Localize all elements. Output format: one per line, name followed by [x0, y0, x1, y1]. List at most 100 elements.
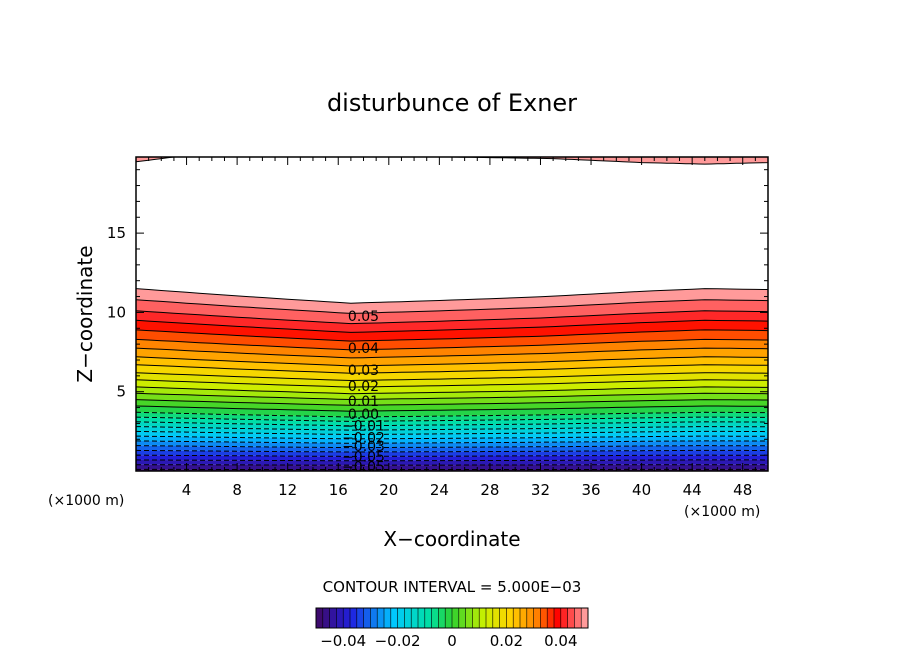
- contour-line: [136, 411, 768, 418]
- colorbar-frame: [315, 607, 589, 629]
- contour-line: [136, 399, 768, 406]
- contour-band: [136, 455, 768, 461]
- contour-line: [136, 386, 768, 395]
- x-tick-label: 28: [480, 481, 499, 499]
- contour-line: [136, 440, 768, 444]
- colorbar-cell: [540, 608, 548, 628]
- contour-label: −0.02: [342, 430, 385, 446]
- colorbar-cell: [356, 608, 365, 628]
- contour-band: [136, 459, 768, 466]
- contour-line: [136, 299, 768, 314]
- colorbar-cell: [363, 608, 371, 628]
- y-tick-label: 5: [116, 383, 126, 401]
- contour-line: [136, 356, 768, 367]
- x-tick-label: 40: [632, 481, 651, 499]
- y-tick-label: 10: [107, 303, 126, 321]
- colorbar-cell: [397, 608, 405, 628]
- contour-band: [136, 399, 768, 412]
- colorbar-cell: [472, 608, 480, 628]
- colorbar-cell: [479, 608, 487, 628]
- colorbar-cell: [526, 608, 535, 628]
- contour-band: [136, 339, 768, 358]
- contour-line: [136, 379, 768, 388]
- contour-label: −0.03: [342, 439, 385, 455]
- x-tick-label: 8: [232, 481, 242, 499]
- colorbar-cell: [424, 608, 433, 628]
- contour-label: −0.05: [342, 449, 385, 465]
- contour-line: [136, 449, 768, 453]
- contour-band: [136, 421, 768, 431]
- contour-band: [136, 412, 768, 422]
- x-unit-label-right: (×1000 m): [684, 504, 760, 520]
- contour-labels: 0.05 0.04 0.030.020.010.00−0.01−0.02−0.03−…: [342, 309, 385, 476]
- colorbar-cell: [533, 608, 541, 628]
- colorbar-cell: [458, 608, 467, 628]
- contour-label: 0.04: [348, 341, 379, 357]
- colorbar-cell: [486, 608, 494, 628]
- colorbar-cell: [390, 608, 399, 628]
- colorbar-cell: [445, 608, 453, 628]
- colorbar-tick-label: −0.04: [320, 632, 366, 650]
- contour-line: [136, 426, 768, 431]
- contour-band: [136, 288, 768, 314]
- y-axis-ticks: 5 10 15: [107, 169, 768, 456]
- colorbar-cell: [404, 608, 412, 628]
- contour-band: [136, 356, 768, 374]
- x-tick-label: 24: [430, 481, 449, 499]
- colorbar-cell: [492, 608, 501, 628]
- contour-interval-label: CONTOUR INTERVAL = 5.000E−03: [323, 578, 582, 596]
- contour-band: [136, 431, 768, 439]
- contour-band: [136, 320, 768, 342]
- contour-line: [136, 319, 768, 333]
- colorbar-cell: [574, 608, 582, 628]
- colorbar-cell: [411, 608, 419, 628]
- x-tick-label: 16: [329, 481, 348, 499]
- x-unit-label-left: (×1000 m): [48, 493, 124, 509]
- x-tick-label: 4: [182, 481, 192, 499]
- contour-line: [136, 405, 768, 412]
- y-tick-label: 15: [107, 224, 126, 242]
- contour-line: [136, 288, 768, 304]
- colorbar-cell: [350, 608, 358, 628]
- colorbar-cell: [554, 608, 562, 628]
- colorbar-cell: [431, 608, 439, 628]
- y-axis-title: Z−coordinate: [73, 245, 97, 382]
- contour-line: [136, 310, 768, 325]
- contour-band: [136, 348, 768, 366]
- contour-line: [136, 392, 768, 401]
- contour-band: [136, 450, 768, 457]
- contour-label: −0.01: [342, 419, 385, 435]
- colorbar-cell: [336, 608, 344, 628]
- contour-band: [136, 310, 768, 333]
- colorbar-cell: [567, 608, 575, 628]
- x-axis-title: X−coordinate: [383, 527, 520, 551]
- contour-band: [136, 406, 768, 417]
- colorbar-cell: [418, 608, 426, 628]
- contour-band: [136, 329, 768, 350]
- contour-band: [136, 417, 768, 426]
- contour-band: [136, 386, 768, 400]
- x-tick-label: 32: [531, 481, 550, 499]
- contour-line: [136, 364, 768, 374]
- colorbar-cell: [329, 608, 337, 628]
- colorbar-cell: [438, 608, 446, 628]
- colorbar-cell: [377, 608, 385, 628]
- contour-label: 0.03: [348, 363, 379, 379]
- colorbar: −0.04 −0.02 0 0.02 0.04: [315, 607, 589, 650]
- contour-band: [136, 299, 768, 324]
- chart-title: disturbunce of Exner: [327, 89, 577, 117]
- contour-line: [136, 416, 768, 422]
- colorbar-cell: [520, 608, 528, 628]
- contour-line: [136, 338, 768, 351]
- contour-band: [136, 379, 768, 394]
- colorbar-cell: [506, 608, 514, 628]
- colorbar-cell: [499, 608, 507, 628]
- colorbar-cell: [370, 608, 378, 628]
- contour-line: [136, 421, 768, 427]
- colorbar-tick-label: 0.04: [544, 632, 577, 650]
- colorbar-cell: [547, 608, 555, 628]
- contour-band: [136, 372, 768, 388]
- colorbar-cell: [452, 608, 460, 628]
- x-tick-label: 36: [581, 481, 600, 499]
